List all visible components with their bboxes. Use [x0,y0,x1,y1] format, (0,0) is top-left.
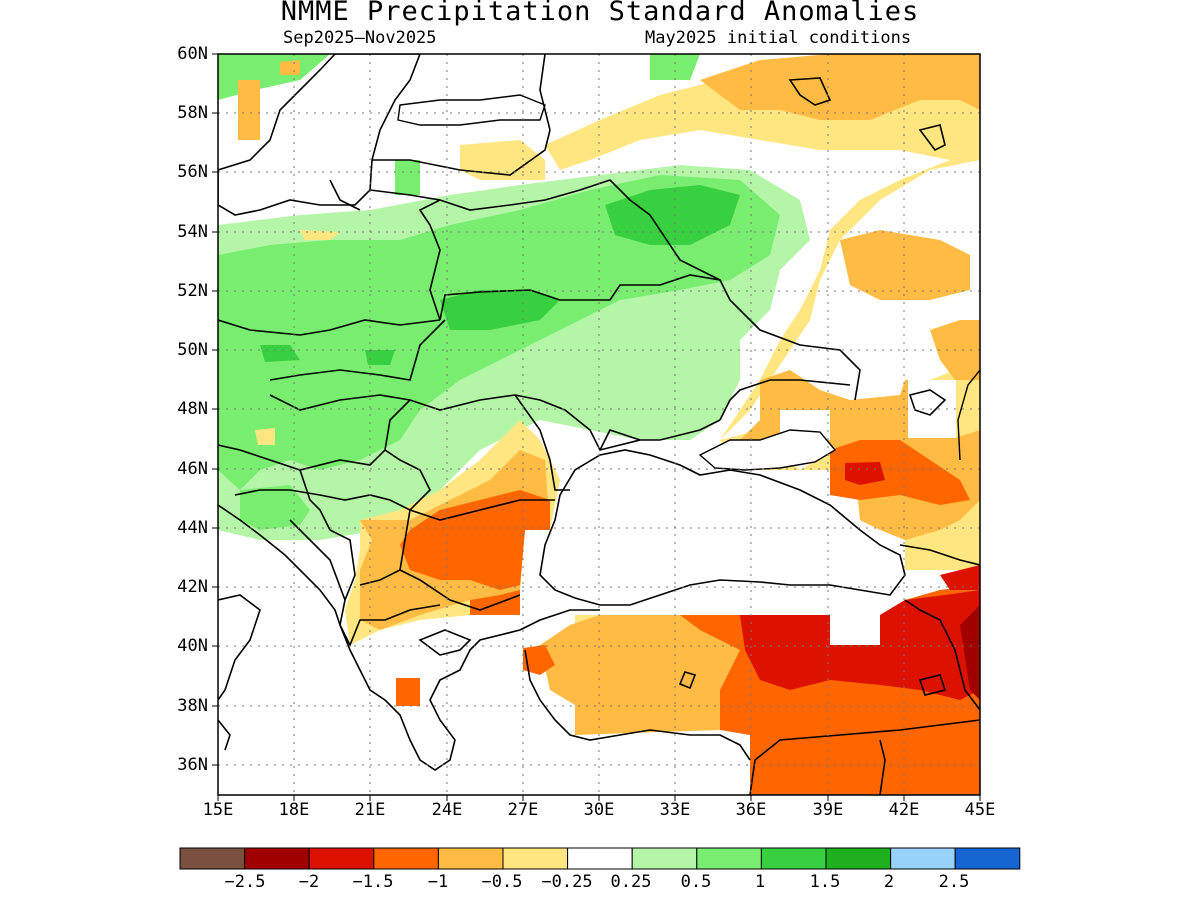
gulf-of-finland [397,94,546,126]
lat-label: 48N [177,399,208,419]
colorbar-swatch [696,847,762,870]
lat-label: 54N [177,222,208,242]
positive-anomaly-core [440,290,560,330]
lat-label: 42N [177,577,208,597]
lat-label: 60N [177,44,208,64]
colorbar-swatch [567,847,633,870]
lat-label: 52N [177,281,208,301]
lon-label: 24E [431,800,463,820]
colorbar-label: −1.5 [352,872,394,892]
colorbar-label: −2 [298,872,320,892]
lon-label: 15E [202,800,234,820]
strong-negative-anomaly [845,462,885,485]
colorbar-swatch [890,847,956,870]
negative-anomaly-region [238,80,260,140]
lat-label: 44N [177,518,208,538]
positive-anomaly-region [395,160,420,195]
positive-anomaly-region [240,485,310,530]
negative-anomaly-region [830,440,970,505]
negative-anomaly-region [400,490,550,590]
colorbar-swatch [825,847,892,870]
lon-label: 39E [812,800,844,820]
colorbar-label: −0.5 [481,872,523,892]
lat-label: 46N [177,459,208,479]
negative-anomaly-region [280,60,300,75]
anomaly-field [218,54,980,795]
colorbar-swatch [437,847,504,870]
season-subtitle: Sep2025–Nov2025 [283,28,437,48]
lat-label: 50N [177,340,208,360]
caspian-coast [957,369,980,461]
colorbar-swatch [373,847,439,870]
coastlines [218,77,947,771]
lat-label: 36N [177,755,208,775]
colorbar-label: 1.5 [809,872,841,892]
extreme-negative-anomaly [960,605,980,700]
negative-anomaly-region [255,428,275,445]
initial-conditions-subtitle: May2025 initial conditions [645,28,912,48]
axis-ticks [212,53,981,801]
lon-label: 36E [735,800,767,820]
negative-anomaly-region [700,54,980,120]
colorbar-label: −2.5 [224,872,266,892]
colorbar-swatch [631,847,698,870]
lon-label: 18E [278,800,310,820]
positive-anomaly-core [260,345,300,362]
positive-anomaly-region [218,175,780,490]
colorbar-label: 2 [883,872,895,892]
lon-label: 33E [659,800,691,820]
lat-label: 38N [177,696,208,716]
lat-label: 56N [177,162,208,182]
colorbar-label: 2.5 [938,872,970,892]
lon-label: 27E [507,800,539,820]
colorbar-swatch [244,847,310,870]
negative-anomaly-region [460,140,545,180]
negative-anomaly-region [840,230,970,300]
colorbar-swatch [954,847,1021,870]
colorbar-swatch [308,847,375,870]
colorbar-label: 1 [754,872,766,892]
colorbar-swatch [179,847,246,870]
strong-negative-anomaly [940,565,980,590]
negative-anomaly-region [540,615,740,735]
lat-label: 58N [177,103,208,123]
lon-label: 42E [888,800,920,820]
colorbar-label: 0.5 [680,872,712,892]
colorbar [179,847,1021,870]
chart-title: NMME Precipitation Standard Anomalies [280,0,920,27]
colorbar-swatch [760,847,827,870]
colorbar-label: −1 [427,872,449,892]
sea-of-azov [698,429,837,471]
positive-anomaly-core [605,185,740,245]
negative-anomaly-region [523,645,555,675]
lon-label: 45E [964,800,996,820]
positive-anomaly-region [650,54,700,80]
colorbar-label: −0.25 [541,872,593,892]
lat-label: 40N [177,636,208,656]
lon-label: 21E [354,800,386,820]
lon-label: 30E [583,800,615,820]
negative-anomaly-region [396,678,420,706]
colorbar-label: 0.25 [610,872,652,892]
positive-anomaly-core [365,350,395,365]
colorbar-swatch [502,847,569,870]
gridlines [218,54,980,795]
